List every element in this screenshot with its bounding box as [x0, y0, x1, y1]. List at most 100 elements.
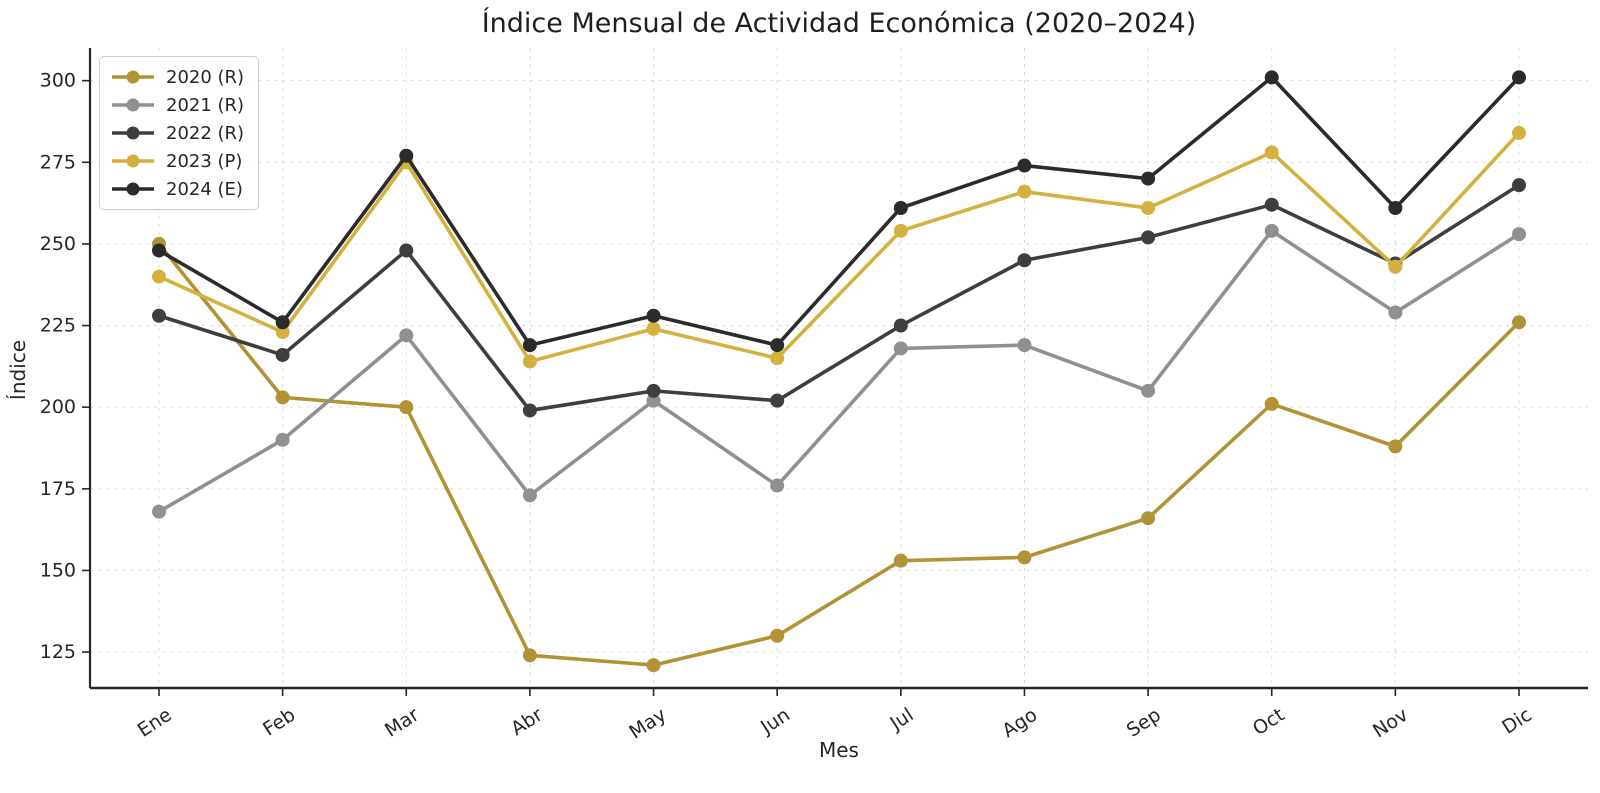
legend-item: 2024 (E) — [110, 176, 244, 202]
legend-swatch-icon — [112, 182, 154, 196]
x-tick-label: Jun — [756, 704, 794, 739]
data-point-2024-May — [646, 308, 661, 323]
legend-label: 2022 (R) — [166, 122, 245, 144]
data-point-2022-May — [646, 383, 661, 398]
data-point-2024-Oct — [1264, 70, 1279, 85]
data-point-2020-Jul — [893, 553, 908, 568]
data-point-2020-Dic — [1512, 315, 1526, 330]
data-point-2023-Sep — [1141, 201, 1156, 215]
data-point-2022-Sep — [1141, 230, 1156, 245]
data-point-2024-Jul — [893, 201, 908, 215]
data-point-2022-Abr — [522, 403, 537, 418]
legend-swatch-icon — [112, 126, 154, 140]
data-point-2021-Nov — [1388, 305, 1403, 320]
data-point-2023-May — [646, 321, 661, 336]
legend-swatch-icon — [112, 154, 154, 168]
y-tick-label: 225 — [40, 315, 76, 337]
data-point-2020-Feb — [275, 390, 290, 405]
data-point-2021-Jul — [893, 341, 908, 356]
data-point-2023-Oct — [1264, 145, 1279, 160]
x-tick-label: Abr — [507, 704, 547, 740]
data-point-2022-Mar — [399, 243, 414, 258]
x-tick-label: Ago — [998, 704, 1041, 742]
series-line-2022 — [157, 183, 1521, 413]
data-point-2021-Ene — [152, 504, 166, 519]
series-line-2024 — [157, 75, 1521, 347]
y-tick-label: 300 — [40, 70, 76, 92]
data-point-2024-Sep — [1141, 171, 1156, 186]
data-point-2023-Nov — [1388, 259, 1403, 274]
data-point-2021-Sep — [1141, 383, 1156, 398]
data-point-2024-Mar — [399, 148, 414, 163]
data-point-2023-Ene — [152, 269, 166, 284]
series-line-2023 — [157, 131, 1521, 364]
data-point-2024-Ene — [152, 243, 166, 258]
data-point-2021-Abr — [522, 488, 537, 503]
data-point-2020-Oct — [1264, 396, 1279, 411]
legend-label: 2021 (R) — [166, 94, 245, 116]
data-point-2024-Nov — [1388, 201, 1403, 215]
data-point-2020-Jun — [770, 628, 785, 643]
y-tick-label: 200 — [40, 396, 76, 418]
y-tick-label: 275 — [40, 151, 76, 173]
data-point-2020-Sep — [1141, 511, 1156, 526]
legend-swatch-icon — [112, 98, 154, 112]
data-point-2021-May — [646, 393, 661, 408]
data-point-2023-Ago — [1017, 184, 1032, 199]
data-point-2023-Abr — [522, 354, 537, 369]
data-point-2021-Jun — [770, 478, 785, 493]
series-line-2020 — [157, 242, 1521, 667]
data-point-2024-Ago — [1017, 158, 1032, 173]
data-point-2024-Feb — [275, 315, 290, 330]
data-point-2023-Jul — [893, 223, 908, 238]
chart-title: Índice Mensual de Actividad Económica (2… — [481, 8, 1197, 39]
series-line-2021 — [157, 229, 1521, 514]
data-point-2022-Ago — [1017, 253, 1032, 268]
data-point-2022-Jul — [893, 318, 908, 333]
data-point-2020-Ago — [1017, 550, 1032, 565]
y-tick-label: 175 — [40, 478, 76, 500]
data-point-2022-Dic — [1512, 178, 1526, 193]
data-point-2022-Oct — [1264, 197, 1279, 212]
data-point-2023-Jun — [770, 351, 785, 366]
legend-label: 2020 (R) — [166, 66, 245, 88]
legend-item: 2021 (R) — [110, 92, 244, 118]
x-tick-label: Jul — [885, 704, 917, 735]
legend-label: 2024 (E) — [166, 178, 243, 200]
data-point-2020-Mar — [399, 400, 414, 415]
x-tick-label: Mar — [381, 704, 423, 742]
legend-item: 2023 (P) — [110, 148, 244, 174]
legend-item: 2020 (R) — [110, 64, 244, 90]
x-axis-label: Mes — [819, 738, 859, 762]
data-point-2024-Dic — [1512, 70, 1526, 85]
y-axis-label: Índice — [6, 339, 30, 401]
x-tick-label: Dic — [1498, 704, 1535, 739]
data-point-2022-Jun — [770, 393, 785, 408]
data-point-2023-Feb — [275, 325, 290, 340]
data-point-2021-Ago — [1017, 338, 1032, 353]
y-tick-label: 125 — [40, 641, 76, 663]
data-point-2022-Feb — [275, 347, 290, 362]
data-point-2020-Abr — [522, 648, 537, 663]
x-tick-label: Oct — [1249, 704, 1289, 740]
data-point-2021-Feb — [275, 432, 290, 447]
data-point-2021-Mar — [399, 328, 414, 343]
data-point-2021-Oct — [1264, 223, 1279, 238]
legend-item: 2022 (R) — [110, 120, 244, 146]
legend-label: 2023 (P) — [166, 150, 243, 172]
legend: 2020 (R) 2021 (R) 2022 (R) 2023 (P) 2024 (E) — [99, 56, 260, 210]
data-point-2023-Dic — [1512, 125, 1526, 140]
data-point-2024-Abr — [522, 338, 537, 353]
x-tick-label: Feb — [259, 704, 299, 741]
data-point-2020-May — [646, 658, 661, 673]
data-point-2022-Ene — [152, 308, 166, 323]
x-tick-label: Nov — [1369, 704, 1412, 743]
data-point-2021-Dic — [1512, 227, 1526, 242]
y-tick-label: 250 — [40, 233, 76, 255]
x-tick-label: Ene — [134, 704, 176, 742]
y-tick-label: 150 — [40, 559, 76, 581]
data-point-2020-Nov — [1388, 439, 1403, 454]
legend-swatch-icon — [112, 70, 154, 84]
